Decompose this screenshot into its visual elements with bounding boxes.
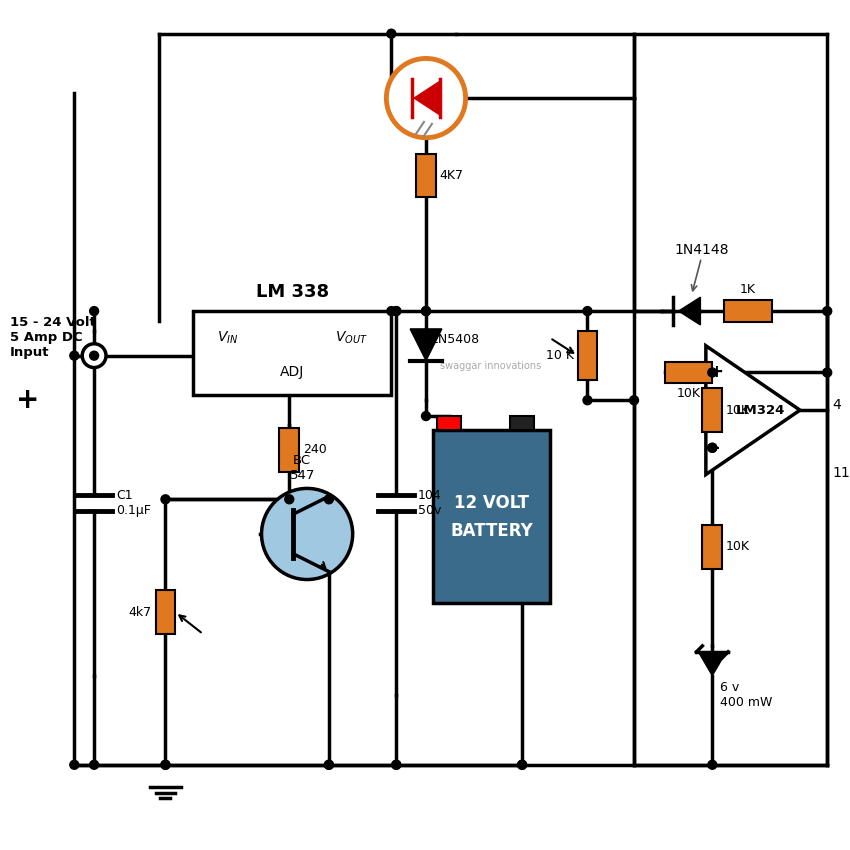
Circle shape — [70, 351, 79, 360]
Circle shape — [823, 307, 831, 315]
Bar — [665, 361, 712, 383]
Circle shape — [708, 761, 717, 769]
Bar — [437, 416, 461, 430]
Text: 10K: 10K — [726, 404, 751, 416]
Circle shape — [89, 307, 99, 315]
Bar — [510, 416, 534, 430]
Bar — [702, 525, 722, 569]
Circle shape — [325, 761, 333, 769]
Text: +: + — [709, 364, 722, 382]
Circle shape — [387, 307, 396, 315]
Text: 1N5408: 1N5408 — [431, 333, 480, 346]
Text: 15 - 24 Volt
5 Amp DC
Input: 15 - 24 Volt 5 Amp DC Input — [10, 316, 96, 359]
Circle shape — [518, 761, 526, 769]
Circle shape — [70, 761, 79, 769]
Polygon shape — [699, 652, 726, 676]
Bar — [724, 300, 772, 322]
Text: 1N4148: 1N4148 — [674, 242, 728, 257]
Bar — [156, 591, 175, 634]
Circle shape — [392, 761, 400, 769]
Polygon shape — [414, 82, 439, 115]
Text: BC
547: BC 547 — [290, 455, 314, 483]
Circle shape — [392, 307, 400, 315]
Text: 4K7: 4K7 — [439, 169, 464, 182]
Circle shape — [630, 396, 638, 405]
Circle shape — [285, 495, 294, 504]
Polygon shape — [678, 298, 700, 325]
Bar — [433, 430, 550, 604]
Text: $V_{IN}$: $V_{IN}$ — [217, 330, 239, 346]
Circle shape — [387, 29, 396, 38]
Bar — [280, 428, 299, 472]
Circle shape — [518, 761, 526, 769]
Circle shape — [82, 343, 106, 367]
Circle shape — [161, 761, 170, 769]
Text: 10K: 10K — [726, 541, 751, 553]
Text: 4k7: 4k7 — [128, 606, 151, 619]
Circle shape — [262, 489, 353, 580]
Text: +: + — [16, 386, 39, 414]
Text: C1
0.1μF: C1 0.1μF — [116, 490, 150, 518]
Text: swaggar innovations: swaggar innovations — [439, 360, 541, 371]
Bar — [702, 388, 722, 432]
Circle shape — [392, 761, 400, 769]
Text: -: - — [712, 439, 719, 456]
Circle shape — [422, 307, 430, 315]
Circle shape — [583, 307, 592, 315]
Circle shape — [161, 495, 170, 504]
Circle shape — [392, 307, 400, 315]
Text: LM324: LM324 — [736, 404, 785, 416]
Text: BATTERY: BATTERY — [450, 522, 533, 540]
Circle shape — [89, 351, 99, 360]
Circle shape — [422, 307, 430, 315]
Text: 12 VOLT: 12 VOLT — [454, 494, 529, 512]
Text: 240: 240 — [303, 443, 327, 456]
Circle shape — [89, 761, 99, 769]
Text: $V_{OUT}$: $V_{OUT}$ — [335, 330, 368, 346]
Text: 4: 4 — [832, 398, 841, 412]
Circle shape — [161, 761, 170, 769]
Text: 11: 11 — [832, 466, 850, 479]
Circle shape — [708, 368, 717, 377]
Text: 1K: 1K — [740, 283, 756, 296]
Text: 104
50v: 104 50v — [418, 490, 442, 518]
Circle shape — [325, 761, 333, 769]
Text: LM 338: LM 338 — [256, 283, 329, 301]
Circle shape — [422, 411, 430, 421]
Bar — [416, 154, 436, 197]
Polygon shape — [411, 329, 442, 360]
Circle shape — [708, 444, 717, 452]
Circle shape — [823, 368, 831, 377]
Circle shape — [583, 396, 592, 405]
Text: 10 K: 10 K — [546, 349, 574, 362]
Bar — [193, 311, 391, 395]
Circle shape — [708, 444, 717, 452]
Circle shape — [387, 59, 466, 138]
Bar — [577, 331, 598, 381]
Text: 10K: 10K — [677, 388, 700, 400]
Text: ADJ: ADJ — [280, 365, 304, 379]
Polygon shape — [706, 346, 800, 474]
Text: 6 v
400 mW: 6 v 400 mW — [720, 681, 773, 709]
Circle shape — [325, 495, 333, 504]
